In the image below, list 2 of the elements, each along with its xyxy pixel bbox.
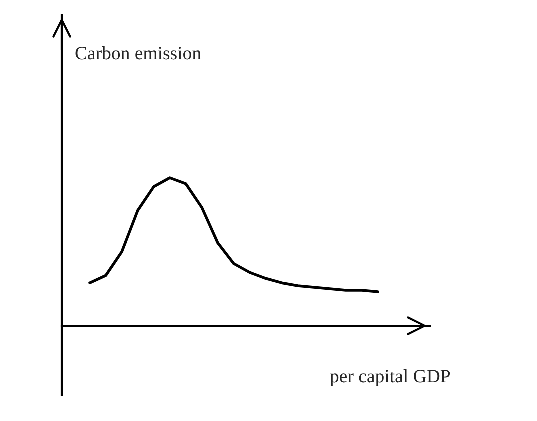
text: per capital GDP xyxy=(330,370,450,386)
text: Carbon emission xyxy=(76,46,202,60)
